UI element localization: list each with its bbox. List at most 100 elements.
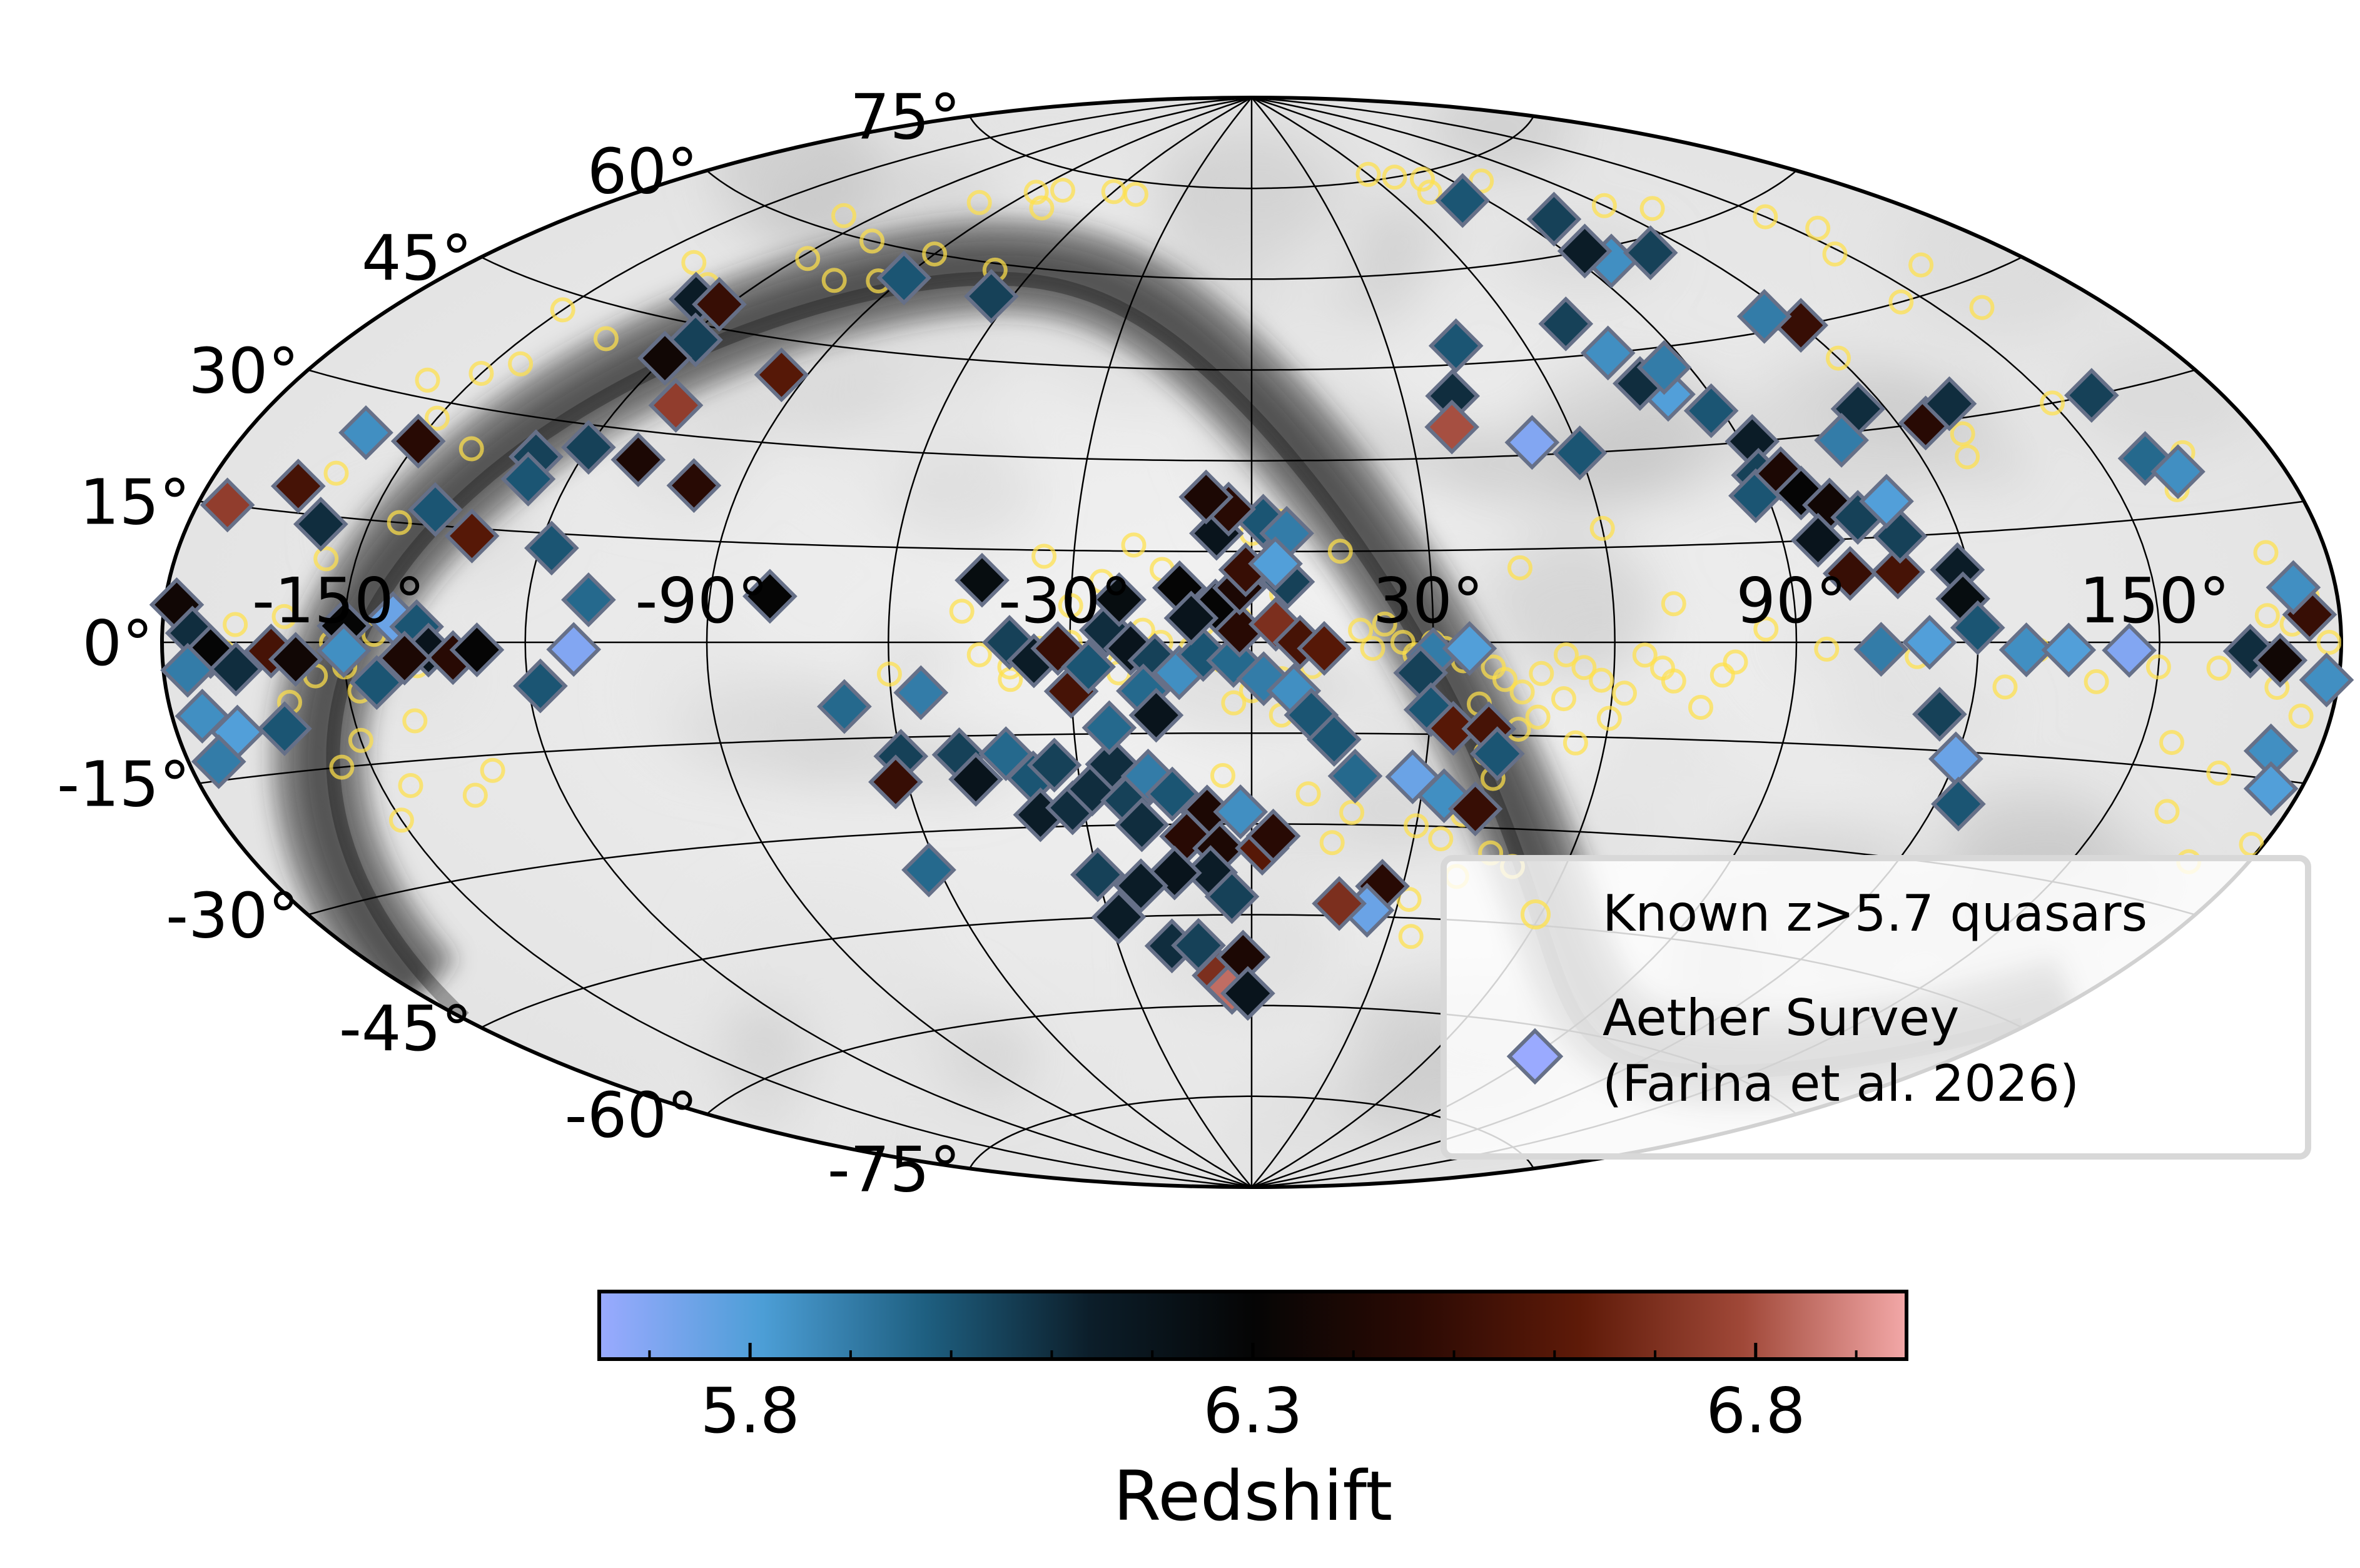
- known-quasar-point: [1805, 215, 1831, 241]
- known-quasar-point: [1029, 195, 1055, 221]
- survey-quasar-point: [1623, 225, 1678, 280]
- latitude-tick-label: 15°: [79, 466, 190, 539]
- longitude-tick-label: 90°: [1736, 564, 1846, 637]
- survey-quasar-point: [1552, 425, 1608, 480]
- known-quasar-point: [1554, 642, 1579, 667]
- known-quasar-point: [1492, 667, 1517, 692]
- survey-quasar-point: [1902, 615, 1957, 670]
- known-quasar-point: [388, 807, 414, 833]
- known-quasar-point: [323, 460, 349, 486]
- known-quasar-point: [1360, 635, 1385, 661]
- known-quasar-point: [2254, 603, 2280, 629]
- known-quasar-point: [1428, 826, 1454, 852]
- known-quasar-point: [1589, 667, 1614, 693]
- survey-quasar-point: [1245, 808, 1301, 864]
- survey-quasar-point: [293, 497, 348, 552]
- survey-quasar-point: [876, 250, 932, 306]
- survey-quasar-point: [1447, 781, 1503, 837]
- known-quasar-point: [1639, 196, 1665, 221]
- known-quasar-point: [876, 661, 902, 687]
- survey-quasar-point: [1178, 469, 1234, 525]
- survey-quasar-point: [257, 701, 312, 756]
- longitude-tick-label: 30°: [1373, 564, 1484, 637]
- survey-quasar-point: [955, 552, 1010, 608]
- survey-quasar-point: [1128, 687, 1184, 743]
- known-quasar-point: [1612, 680, 1637, 706]
- known-quasar-point: [1410, 166, 1435, 192]
- known-quasar-point: [1355, 161, 1381, 187]
- survey-quasar-point: [408, 482, 463, 537]
- latitude-tick-label: 30°: [188, 335, 299, 408]
- survey-quasar-point: [2064, 368, 2119, 423]
- survey-quasar-point: [561, 420, 616, 475]
- known-quasar-point: [1417, 180, 1442, 205]
- known-quasar-point: [1591, 193, 1617, 218]
- survey-quasar-point: [1426, 701, 1481, 756]
- survey-quasar-point: [1790, 512, 1846, 568]
- known-quasar-point: [223, 612, 248, 637]
- known-quasar-point: [831, 203, 856, 228]
- known-quasar-point: [398, 773, 423, 798]
- known-quasar-point: [1551, 686, 1576, 712]
- survey-quasar-point: [1215, 929, 1271, 985]
- latitude-tick-label: -45°: [339, 992, 472, 1065]
- known-quasar-point: [1372, 611, 1397, 637]
- known-quasar-point: [415, 367, 440, 393]
- known-quasar-point: [1050, 178, 1075, 203]
- survey-quasar-point: [1307, 712, 1362, 767]
- longitude-gridline: [524, 98, 1252, 1187]
- survey-quasar-point: [637, 330, 692, 386]
- survey-quasar-point: [1113, 858, 1168, 914]
- known-quasar-point: [1469, 168, 1494, 194]
- known-quasar-point: [402, 708, 428, 734]
- known-quasar-point: [2288, 704, 2314, 729]
- known-quasar-point: [1023, 180, 1049, 205]
- survey-quasar-point: [2299, 652, 2354, 707]
- survey-quasar-point: [1070, 847, 1125, 903]
- longitude-tick-labels: -150° -90° -30° 30° 90° 150°: [252, 564, 2230, 637]
- known-quasar-point: [2084, 669, 2109, 694]
- known-quasar-point: [2159, 730, 2184, 756]
- survey-quasar-point: [1931, 776, 1986, 832]
- legend-box: [1441, 855, 2311, 1160]
- survey-quasar-point: [449, 622, 505, 677]
- survey-quasar-point: [524, 520, 579, 576]
- survey-quasar-point: [1428, 318, 1484, 373]
- survey-quasar-point: [868, 754, 923, 810]
- known-quasar-point: [1814, 636, 1840, 662]
- longitude-tick-label: 150°: [2079, 564, 2230, 637]
- known-quasar-point: [1632, 642, 1658, 668]
- survey-quasar-point: [1248, 536, 1303, 592]
- survey-quasar-point: [561, 572, 616, 627]
- longitude-tick-label: -150°: [252, 564, 425, 637]
- survey-quasar-point: [963, 268, 1019, 324]
- survey-quasar-point: [1504, 415, 1560, 470]
- known-quasar-point: [480, 757, 505, 783]
- survey-quasar-point: [666, 458, 722, 513]
- survey-quasar-point: [2252, 632, 2308, 688]
- survey-quasar-point: [1773, 298, 1828, 353]
- latitude-tick-label: 45°: [362, 221, 472, 295]
- survey-quasar-point: [2243, 761, 2299, 816]
- known-quasar-point: [922, 241, 948, 267]
- latitude-tick-label: -60°: [565, 1078, 698, 1151]
- survey-quasar-point: [1724, 413, 1780, 469]
- survey-quasar-point: [610, 432, 666, 487]
- known-quasar-point: [1589, 515, 1615, 541]
- survey-quasar-point: [1557, 223, 1613, 279]
- known-quasar-point: [1031, 544, 1057, 569]
- survey-quasar-point: [742, 569, 798, 624]
- colorbar-tick-label: 6.3: [1203, 1374, 1302, 1447]
- survey-quasar-point: [268, 632, 323, 687]
- survey-quasar-point: [444, 508, 500, 564]
- known-quasar-point: [1753, 616, 1779, 642]
- survey-quasar-point: [1950, 600, 2005, 655]
- survey-quasar-point: [316, 623, 372, 678]
- survey-quasar-point: [1114, 797, 1170, 852]
- survey-quasar-point: [191, 734, 246, 789]
- known-quasar-point: [424, 405, 450, 431]
- survey-quasar-point: [1538, 296, 1594, 352]
- known-quasar-point: [949, 599, 975, 624]
- survey-quasar-point: [1736, 289, 1792, 344]
- survey-quasar-point: [1580, 325, 1636, 381]
